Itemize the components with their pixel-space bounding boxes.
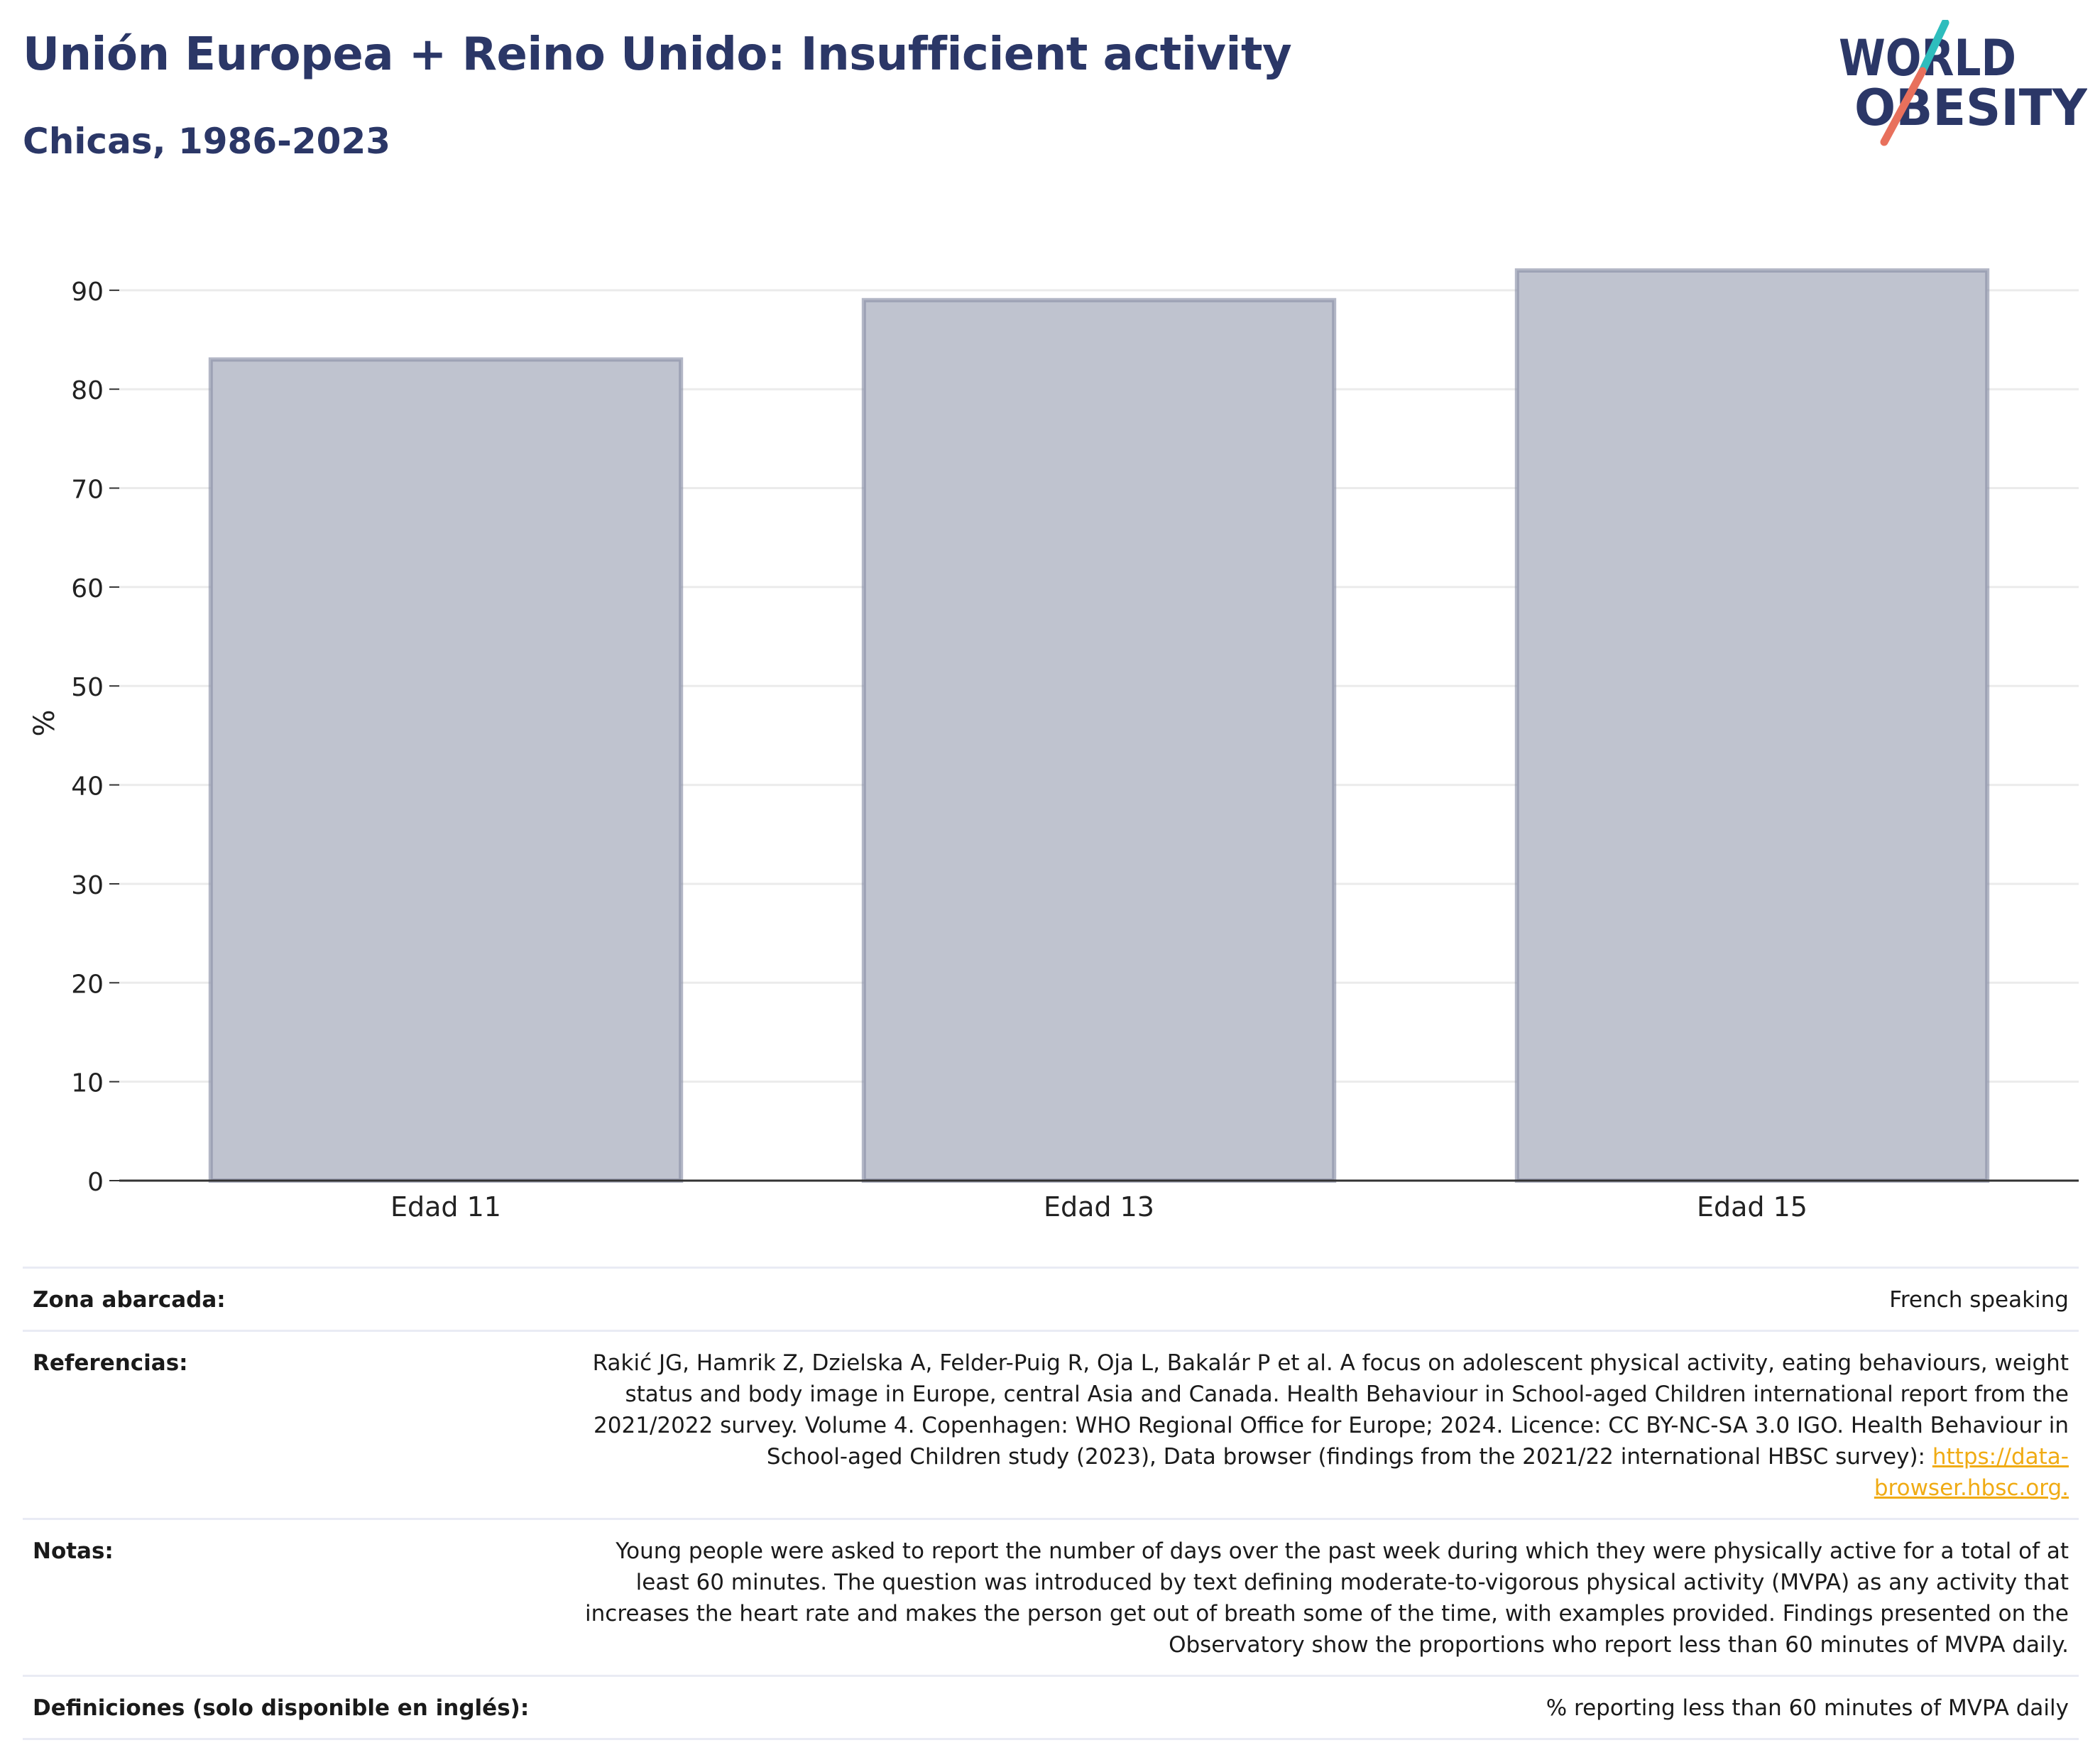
y-tick-label: 30: [71, 871, 104, 900]
notes-value: Young people were asked to report the nu…: [585, 1538, 2069, 1658]
notes-label: Notas:: [33, 1538, 114, 1564]
logo-slash-bottom: [1880, 67, 1927, 146]
bar-chart: 0 10 20 30 40 50 60 70 80 90 Edad 11 Edad 13 Edad 15…: [28, 268, 2079, 1223]
references-text: Rakić JG, Hamrik Z, Dzielska A, Felder-P…: [592, 1350, 2069, 1470]
chart-subtitle: Chicas, 1986-2023: [23, 121, 391, 162]
bar: [861, 297, 1337, 1183]
info-row-notes: Notas: Young people were asked to report…: [23, 1518, 2079, 1675]
y-tick-label: 20: [71, 970, 104, 999]
y-tick-label: 0: [87, 1168, 104, 1197]
references-label: Referencias:: [33, 1350, 188, 1376]
definitions-value: % reporting less than 60 minutes of MVPA…: [1546, 1695, 2069, 1721]
y-tick-label: 80: [71, 376, 104, 405]
definitions-label: Definiciones (solo disponible en inglés)…: [33, 1695, 530, 1721]
y-tick-label: 10: [71, 1069, 104, 1098]
references-link[interactable]: https://data-browser.hbsc.org.: [1874, 1444, 2069, 1501]
world-obesity-logo: WORLD OBESITY: [1839, 20, 2087, 146]
bar: [208, 357, 684, 1183]
area-label: Zona abarcada:: [33, 1287, 226, 1313]
y-axis-label: %: [28, 709, 61, 736]
y-tick-label: 60: [71, 574, 104, 603]
info-row-definitions: Definiciones (solo disponible en inglés)…: [23, 1675, 2079, 1740]
info-row-references: Referencias: Rakić JG, Hamrik Z, Dzielsk…: [23, 1330, 2079, 1518]
x-tick-label: Edad 15: [1697, 1191, 1808, 1223]
x-tick-label: Edad 11: [390, 1191, 501, 1223]
y-tick-label: 90: [71, 278, 104, 307]
area-value: French speaking: [1889, 1287, 2069, 1313]
bar: [1514, 268, 1990, 1183]
y-tick-label: 70: [71, 476, 104, 505]
info-table: Zona abarcada: French speaking Referenci…: [23, 1267, 2079, 1740]
y-tick-label: 40: [71, 772, 104, 802]
y-tick-label: 50: [71, 673, 104, 702]
axes: 0 10 20 30 40 50 60 70 80 90 Edad 11 Edad 13 Edad 15…: [28, 278, 2079, 1223]
logo-slash-top: [1918, 20, 1949, 75]
bars: [208, 268, 1990, 1183]
info-row-area: Zona abarcada: French speaking: [23, 1267, 2079, 1330]
references-value: Rakić JG, Hamrik Z, Dzielska A, Felder-P…: [578, 1347, 2069, 1504]
chart-title: Unión Europea + Reino Unido: Insufficien…: [23, 28, 1292, 81]
x-tick-label: Edad 13: [1044, 1191, 1154, 1223]
